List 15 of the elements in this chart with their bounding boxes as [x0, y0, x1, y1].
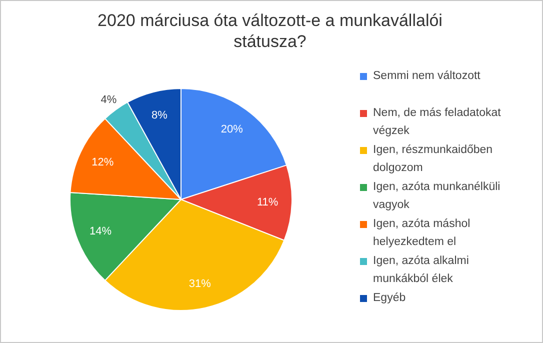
- data-label: 12%: [92, 156, 114, 169]
- legend-label: Igen, részmunkaidőben dolgozom: [373, 143, 494, 176]
- legend-label: Igen, azóta munkanélküli vagyok: [373, 180, 502, 213]
- legend-label: Nem, de más feladatokat végzek: [373, 106, 502, 139]
- legend-label: Igen, azóta alkalmi munkákból élek: [373, 254, 470, 287]
- legend-label: Semmi nem változott: [373, 69, 482, 84]
- data-label: 31%: [188, 278, 212, 290]
- legend-label: Egyéb: [373, 291, 407, 306]
- chart-title: 2020 márciusa óta változott-e a munkavállalói státusza?: [96, 10, 444, 52]
- data-label: 8%: [152, 110, 168, 122]
- data-label: 11%: [256, 196, 278, 208]
- data-label: 14%: [89, 225, 112, 238]
- data-label: 20%: [220, 123, 244, 136]
- data-label: 4%: [100, 94, 117, 106]
- legend-label: Igen, azóta máshol helyezkedtem el: [373, 217, 472, 250]
